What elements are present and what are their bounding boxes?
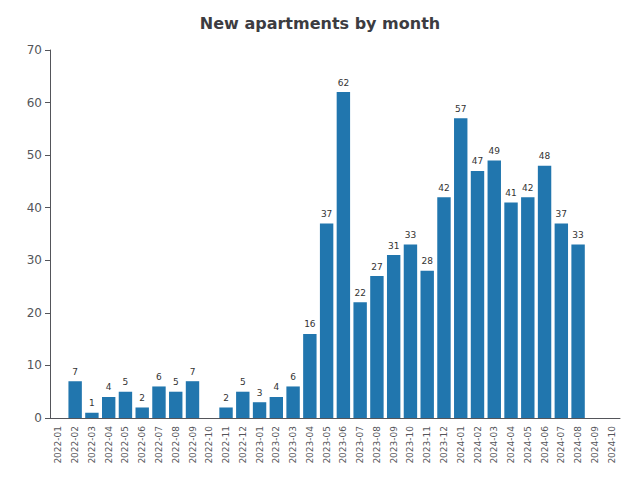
svg-text:2022-01: 2022-01 — [53, 426, 63, 464]
svg-text:2023-07: 2023-07 — [355, 426, 365, 464]
svg-text:2022-04: 2022-04 — [104, 426, 114, 464]
svg-text:2024-04: 2024-04 — [506, 426, 516, 464]
svg-text:48: 48 — [539, 151, 551, 161]
svg-text:57: 57 — [455, 104, 466, 114]
svg-text:2022-12: 2022-12 — [238, 426, 248, 464]
svg-text:2023-04: 2023-04 — [305, 426, 315, 464]
svg-text:2024-05: 2024-05 — [523, 426, 533, 464]
svg-text:62: 62 — [338, 78, 349, 88]
svg-text:10: 10 — [27, 358, 42, 372]
svg-text:3: 3 — [257, 388, 263, 398]
svg-text:16: 16 — [304, 319, 316, 329]
svg-text:0: 0 — [34, 411, 42, 425]
svg-text:4: 4 — [106, 382, 112, 392]
svg-text:2024-09: 2024-09 — [590, 426, 600, 464]
svg-text:33: 33 — [405, 230, 416, 240]
svg-text:33: 33 — [572, 230, 583, 240]
svg-text:5: 5 — [240, 377, 246, 387]
svg-text:42: 42 — [438, 183, 449, 193]
svg-text:27: 27 — [371, 262, 382, 272]
svg-text:4: 4 — [273, 382, 279, 392]
svg-text:2023-01: 2023-01 — [255, 426, 265, 464]
svg-text:2022-07: 2022-07 — [154, 426, 164, 464]
svg-text:2023-03: 2023-03 — [288, 426, 298, 464]
svg-text:2: 2 — [139, 393, 145, 403]
svg-text:42: 42 — [522, 183, 533, 193]
svg-text:60: 60 — [27, 96, 42, 110]
svg-text:6: 6 — [156, 372, 162, 382]
svg-text:2022-03: 2022-03 — [87, 426, 97, 464]
svg-text:2022-06: 2022-06 — [137, 426, 147, 464]
svg-text:2022-10: 2022-10 — [204, 426, 214, 464]
svg-text:70: 70 — [27, 43, 42, 57]
svg-text:2022-08: 2022-08 — [171, 426, 181, 464]
svg-text:2: 2 — [223, 393, 229, 403]
svg-text:2023-11: 2023-11 — [422, 426, 432, 464]
svg-text:47: 47 — [472, 156, 483, 166]
svg-text:2023-06: 2023-06 — [338, 426, 348, 464]
svg-text:2023-10: 2023-10 — [405, 426, 415, 464]
svg-text:2024-01: 2024-01 — [456, 426, 466, 464]
svg-text:7: 7 — [190, 367, 196, 377]
svg-text:41: 41 — [505, 188, 516, 198]
svg-text:2024-08: 2024-08 — [573, 426, 583, 464]
svg-text:49: 49 — [489, 146, 501, 156]
svg-text:5: 5 — [173, 377, 179, 387]
svg-text:2024-06: 2024-06 — [540, 426, 550, 464]
svg-text:28: 28 — [421, 256, 433, 266]
svg-text:20: 20 — [27, 306, 42, 320]
svg-text:1: 1 — [89, 398, 95, 408]
svg-text:2024-07: 2024-07 — [556, 426, 566, 464]
svg-text:2023-09: 2023-09 — [389, 426, 399, 464]
svg-text:2022-11: 2022-11 — [221, 426, 231, 464]
svg-text:5: 5 — [123, 377, 129, 387]
svg-text:2024-03: 2024-03 — [489, 426, 499, 464]
svg-text:22: 22 — [354, 288, 365, 298]
svg-text:30: 30 — [27, 253, 42, 267]
svg-text:6: 6 — [290, 372, 296, 382]
svg-text:2023-12: 2023-12 — [439, 426, 449, 464]
svg-text:2023-02: 2023-02 — [271, 426, 281, 464]
svg-text:50: 50 — [27, 148, 42, 162]
svg-text:2023-05: 2023-05 — [322, 426, 332, 464]
svg-text:40: 40 — [27, 201, 42, 215]
svg-text:2022-02: 2022-02 — [70, 426, 80, 464]
svg-text:2024-10: 2024-10 — [607, 426, 617, 464]
svg-text:2024-02: 2024-02 — [473, 426, 483, 464]
svg-text:37: 37 — [321, 209, 332, 219]
svg-text:7: 7 — [72, 367, 78, 377]
svg-text:2023-08: 2023-08 — [372, 426, 382, 464]
svg-text:31: 31 — [388, 241, 399, 251]
svg-text:New apartments by month: New apartments by month — [200, 14, 440, 33]
svg-text:37: 37 — [556, 209, 567, 219]
svg-text:2022-09: 2022-09 — [188, 426, 198, 464]
svg-text:2022-05: 2022-05 — [120, 426, 130, 464]
